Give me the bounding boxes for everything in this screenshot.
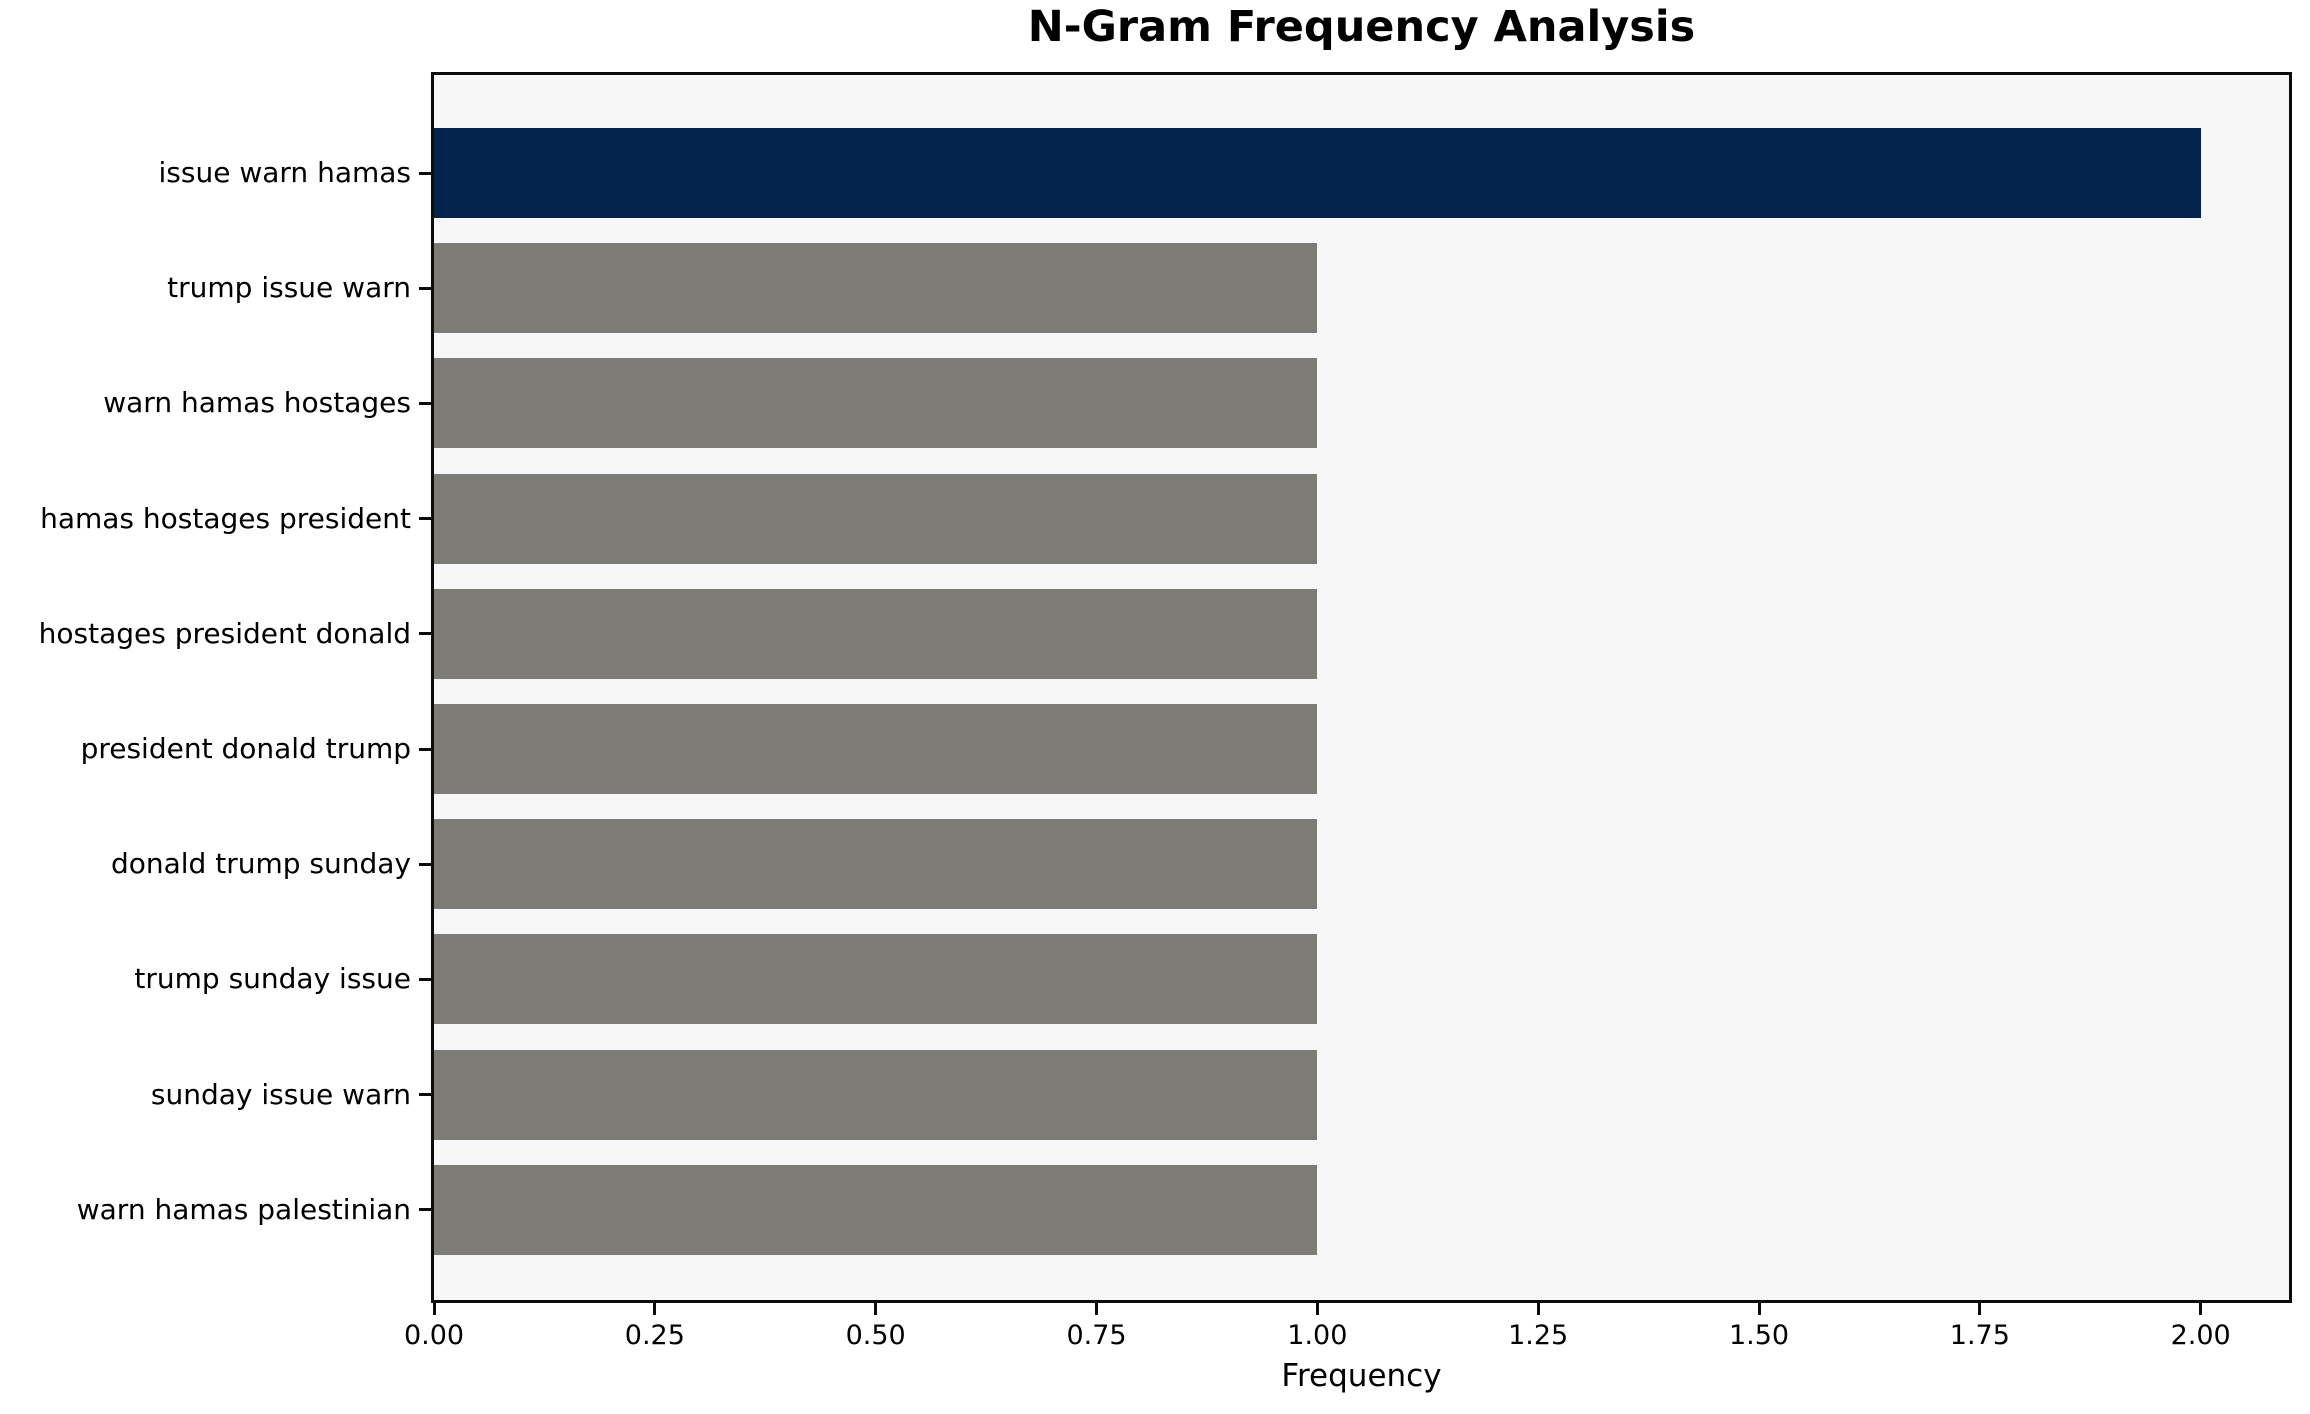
y-tick-mark <box>419 632 431 636</box>
x-tick-label: 1.75 <box>1949 1320 2010 1351</box>
y-tick-label: donald trump sunday <box>110 847 411 881</box>
y-tick-label: hostages president donald <box>38 616 411 650</box>
x-axis-label: Frequency <box>1281 1358 1442 1394</box>
x-tick-label: 1.00 <box>1287 1320 1348 1351</box>
y-tick-mark <box>419 862 431 866</box>
x-tick-label: 2.00 <box>2170 1320 2231 1351</box>
y-tick-label: issue warn hamas <box>158 156 411 189</box>
y-tick-label: trump issue warn <box>167 271 411 305</box>
y-tick-label: hamas hostages president <box>40 501 411 535</box>
y-tick-mark <box>419 1208 431 1212</box>
y-tick-mark <box>419 977 431 981</box>
x-tick-mark <box>1536 1303 1540 1315</box>
bar <box>434 704 1318 794</box>
y-tick-label: trump sunday issue <box>134 962 411 996</box>
x-tick-mark <box>874 1303 878 1315</box>
x-tick-mark <box>1757 1303 1761 1315</box>
bar <box>434 243 1318 334</box>
y-tick-mark <box>419 1093 431 1097</box>
chart-title: N-Gram Frequency Analysis <box>1027 2 1696 52</box>
y-tick-mark <box>419 401 431 405</box>
y-tick-mark <box>419 517 431 521</box>
bar <box>434 1164 1318 1255</box>
x-tick-label: 0.25 <box>624 1320 685 1351</box>
y-tick-label: sunday issue warn <box>150 1077 411 1111</box>
y-tick-mark <box>419 286 431 290</box>
bar <box>434 128 2201 218</box>
bar <box>434 819 1318 910</box>
x-tick-label: 1.25 <box>1508 1320 1569 1351</box>
x-tick-label: 0.50 <box>845 1320 906 1351</box>
x-tick-label: 0.00 <box>403 1320 465 1351</box>
bar <box>434 473 1318 564</box>
bar <box>434 588 1318 679</box>
x-tick-mark <box>432 1303 436 1315</box>
x-tick-mark <box>1978 1303 1982 1315</box>
y-tick-mark <box>419 747 431 751</box>
y-tick-mark <box>419 171 431 175</box>
x-tick-mark <box>2199 1303 2203 1315</box>
x-tick-mark <box>653 1303 657 1315</box>
bar <box>434 1049 1318 1140</box>
bar <box>434 934 1318 1025</box>
x-tick-mark <box>1095 1303 1098 1315</box>
y-tick-label: warn hamas hostages <box>103 386 411 420</box>
y-tick-label: president donald trump <box>80 732 411 765</box>
y-tick-label: warn hamas palestinian <box>76 1192 411 1226</box>
x-tick-label: 0.75 <box>1066 1320 1127 1351</box>
x-tick-label: 1.50 <box>1728 1320 1790 1351</box>
x-tick-mark <box>1315 1303 1319 1315</box>
bar <box>434 358 1318 449</box>
plot-area <box>431 72 2292 1303</box>
